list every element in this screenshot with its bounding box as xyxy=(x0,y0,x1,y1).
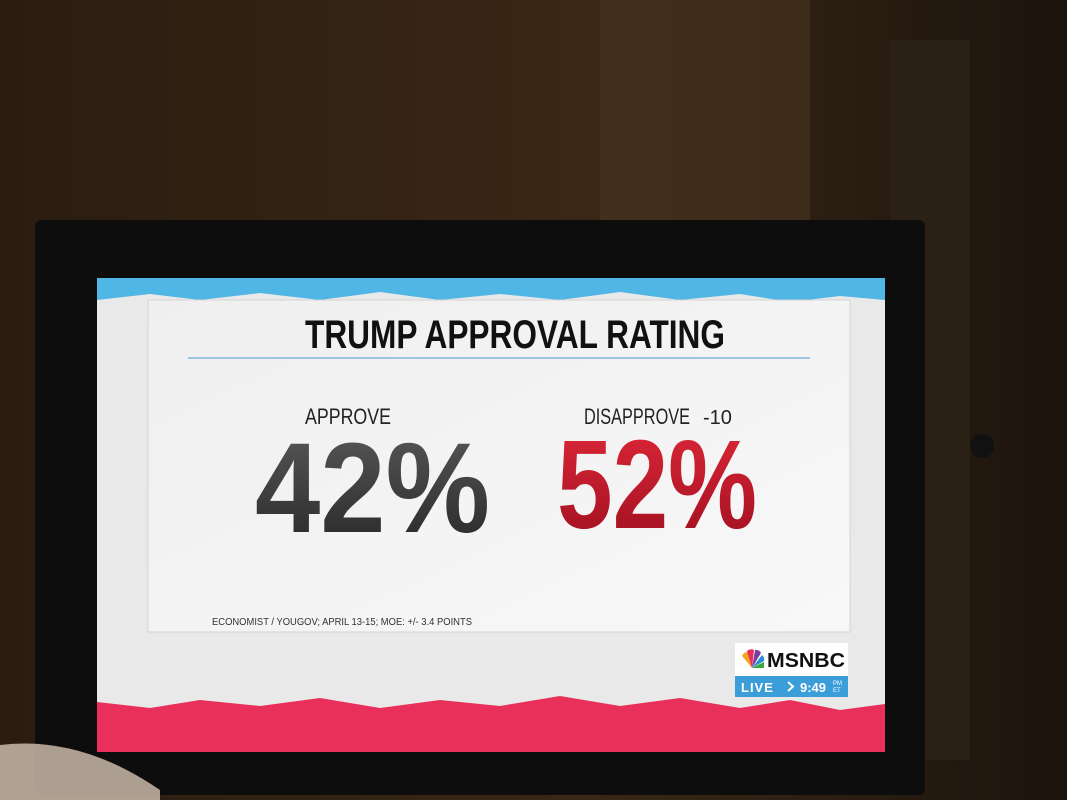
disapprove-label: DISAPPROVE xyxy=(584,404,690,429)
disapprove-value: 52% xyxy=(557,414,757,555)
peacock-icon xyxy=(742,649,765,668)
clock-meridiem: PM xyxy=(833,681,842,687)
approve-value: 42% xyxy=(255,417,490,560)
clock-zone: ET xyxy=(833,688,841,694)
source-note: ECONOMIST / YOUGOV; APRIL 13-15; MOE: +/… xyxy=(212,617,472,628)
top-strip xyxy=(97,278,885,302)
live-arrow xyxy=(787,681,795,692)
network-name: MSNBC xyxy=(767,650,845,672)
live-bar xyxy=(735,676,848,697)
bottom-strip xyxy=(97,696,885,752)
graphic-card xyxy=(147,299,851,633)
live-label: LIVE xyxy=(741,680,774,695)
doorway xyxy=(600,0,810,230)
title: TRUMP APPROVAL RATING xyxy=(305,313,725,357)
door-knob xyxy=(970,434,994,458)
disapprove-margin: -10 xyxy=(703,407,732,429)
foreground-object xyxy=(0,743,160,800)
approve-label: APPROVE xyxy=(305,404,391,429)
clock-time: 9:49 xyxy=(800,680,826,695)
